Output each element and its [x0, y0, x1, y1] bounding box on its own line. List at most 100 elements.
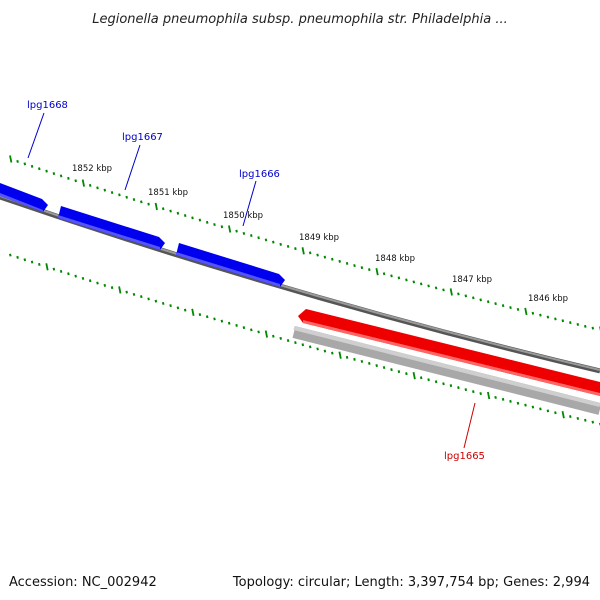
minor-tick: [132, 198, 136, 202]
minor-tick: [81, 276, 85, 280]
gene-lpg1667[interactable]: [58, 206, 165, 250]
minor-tick: [264, 238, 268, 242]
minor-tick: [308, 345, 312, 349]
minor-tick: [457, 292, 460, 296]
leader-line-lpg1668: [27, 112, 45, 159]
minor-tick: [434, 286, 438, 290]
minor-tick: [419, 282, 423, 286]
major-tick: [301, 247, 305, 255]
major-tick: [191, 308, 195, 316]
minor-tick: [198, 218, 202, 222]
minor-tick: [494, 395, 497, 399]
minor-tick: [191, 216, 194, 220]
major-tick: [561, 411, 565, 419]
minor-tick: [16, 255, 19, 259]
minor-tick: [316, 253, 319, 257]
minor-tick: [242, 326, 246, 330]
minor-tick: [140, 200, 143, 204]
minor-tick: [442, 382, 445, 386]
minor-tick: [375, 364, 378, 368]
major-tick: [154, 202, 158, 211]
minor-tick: [501, 397, 505, 401]
minor-tick: [220, 225, 224, 229]
major-tick: [524, 307, 528, 316]
minor-tick: [88, 183, 92, 187]
minor-tick: [479, 298, 482, 302]
minor-tick: [591, 326, 595, 330]
minor-tick: [23, 258, 27, 262]
minor-tick: [38, 262, 41, 266]
minor-tick: [74, 179, 77, 183]
gene-lpg1666[interactable]: [176, 243, 285, 287]
minor-tick: [132, 292, 136, 296]
minor-tick: [235, 323, 238, 327]
minor-tick: [345, 355, 349, 359]
minor-tick: [279, 242, 282, 246]
minor-tick: [584, 418, 587, 422]
minor-tick: [301, 343, 305, 347]
genome-summary-text: Topology: circular; Length: 3,397,754 bp…: [232, 575, 590, 590]
gene-lpg1665[interactable]: [298, 309, 600, 396]
major-tick: [264, 330, 268, 338]
minor-tick: [242, 231, 246, 235]
minor-tick: [140, 295, 143, 299]
major-tick: [338, 351, 342, 359]
minor-tick: [360, 359, 364, 363]
minor-tick: [472, 390, 475, 394]
minor-tick: [591, 420, 595, 424]
minor-tick: [294, 247, 297, 251]
minor-tick: [539, 313, 542, 317]
leader-line-lpg1665: [463, 402, 476, 449]
minor-tick: [30, 260, 34, 264]
minor-tick: [213, 317, 216, 321]
minor-tick: [360, 266, 364, 270]
minor-tick: [331, 257, 334, 261]
minor-tick: [464, 294, 468, 298]
inner-tick-track: [9, 253, 600, 426]
minor-tick: [494, 302, 497, 306]
gene-label-lpg1665[interactable]: lpg1665: [444, 451, 485, 462]
minor-tick: [176, 306, 180, 310]
major-tick: [81, 179, 85, 187]
minor-tick: [524, 403, 527, 407]
minor-tick: [147, 297, 150, 301]
minor-tick: [96, 186, 99, 190]
minor-tick: [118, 193, 121, 197]
minor-tick: [584, 324, 587, 328]
minor-tick: [45, 169, 48, 173]
minor-tick: [539, 407, 542, 411]
minor-tick: [509, 399, 512, 403]
minor-tick: [125, 195, 128, 199]
major-tick: [9, 155, 13, 163]
minor-tick: [554, 411, 557, 415]
minor-tick: [286, 339, 290, 343]
gene-label-lpg1666[interactable]: lpg1666: [239, 169, 280, 180]
minor-tick: [368, 361, 371, 365]
reverse-strand-band: [292, 326, 600, 415]
minor-tick: [88, 279, 92, 283]
minor-tick: [67, 176, 70, 180]
minor-tick: [103, 188, 107, 192]
outer-tick-track: [9, 155, 600, 332]
leader-line-lpg1667: [124, 144, 141, 191]
minor-tick: [110, 286, 114, 290]
minor-tick: [30, 164, 34, 168]
minor-tick: [183, 308, 187, 312]
minor-tick: [405, 372, 408, 376]
gene-label-lpg1667[interactable]: lpg1667: [122, 132, 163, 143]
minor-tick: [169, 209, 172, 213]
minor-tick: [257, 236, 260, 240]
minor-tick: [561, 319, 565, 323]
minor-tick: [427, 378, 430, 382]
gene-lpg1668[interactable]: [0, 183, 48, 212]
major-tick: [228, 225, 232, 233]
minor-tick: [59, 269, 63, 273]
minor-tick: [419, 376, 423, 380]
minor-tick: [531, 311, 535, 315]
minor-tick: [198, 313, 202, 317]
minor-tick: [52, 267, 56, 271]
minor-tick: [479, 392, 482, 396]
minor-tick: [345, 261, 349, 265]
gene-label-lpg1668[interactable]: lpg1668: [27, 100, 68, 111]
